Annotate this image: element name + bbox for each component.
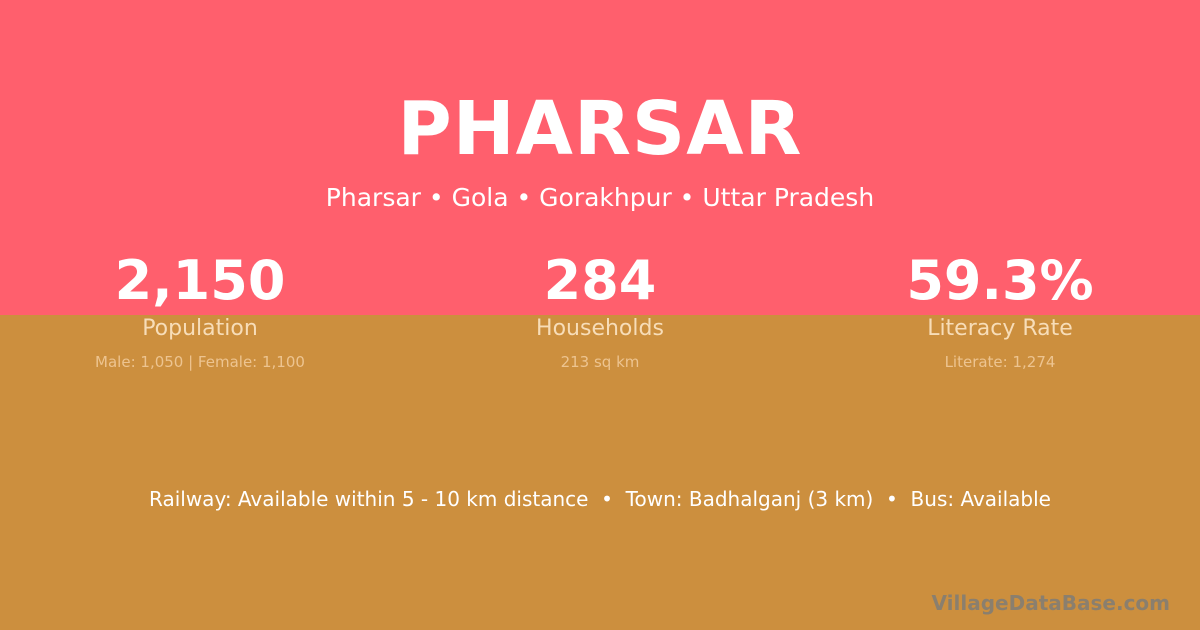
stat-detail: Literate: 1,274: [944, 353, 1056, 371]
stat-value: 59.3%: [906, 249, 1094, 312]
stat-detail: 213 sq km: [560, 353, 640, 371]
stat-label: Population: [142, 316, 258, 341]
stat-detail: Male: 1,050 | Female: 1,100: [95, 353, 305, 371]
stat-label: Literacy Rate: [927, 316, 1073, 341]
amenities-info: Railway: Available within 5 - 10 km dist…: [149, 487, 1051, 511]
breadcrumb: Pharsar • Gola • Gorakhpur • Uttar Prade…: [325, 183, 875, 212]
stat-value: 2,150: [114, 249, 286, 312]
stat-literacy: 59.3% Literacy Rate Literate: 1,274: [800, 249, 1200, 372]
watermark-logo: VillageDataBase.com: [931, 591, 1170, 615]
page-title: PHARSAR: [397, 86, 803, 172]
stat-households: 284 Households 213 sq km: [400, 249, 800, 372]
stat-label: Households: [536, 316, 664, 341]
stat-value: 284: [543, 249, 657, 312]
header-band: [0, 0, 1200, 315]
stat-population: 2,150 Population Male: 1,050 | Female: 1…: [0, 249, 400, 372]
